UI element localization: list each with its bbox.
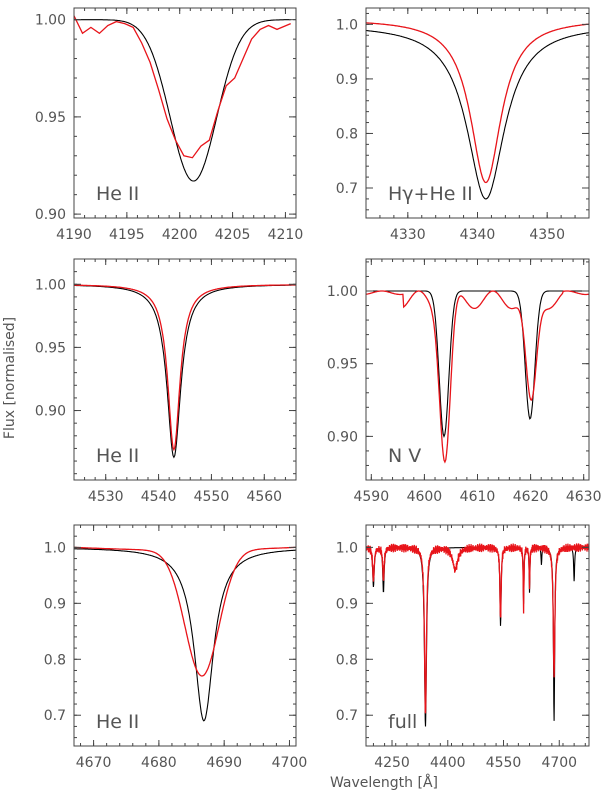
x-tick-label: 4610 [460, 489, 496, 505]
y-tick-label: 0.9 [336, 72, 358, 88]
y-tick-label: 0.7 [336, 708, 358, 724]
panel-label: He II [96, 183, 139, 205]
x-tick-label: 4210 [268, 227, 304, 243]
x-tick-label: 4195 [109, 227, 145, 243]
panel-label: He II [96, 711, 139, 733]
y-tick-label: 1.00 [327, 284, 358, 300]
panel-label: N V [388, 445, 421, 467]
chart-panel-4: 4590 4600 4610 4620 4630 0.90 0.95 1.00 N V [327, 258, 602, 505]
x-tick-label: 4400 [430, 755, 466, 771]
x-tick-label: 4190 [56, 227, 92, 243]
y-tick-label: 0.95 [35, 110, 66, 126]
observed-line-4 [366, 290, 589, 464]
panel-label: He II [96, 445, 139, 467]
x-tick-label: 4550 [194, 489, 230, 505]
y-tick-label: 0.8 [44, 652, 66, 668]
x-tick-label: 4540 [141, 489, 177, 505]
panel-label: full [388, 711, 417, 733]
y-tick-label: 1.0 [44, 540, 66, 556]
x-tick-label: 4590 [353, 489, 389, 505]
y-tick-label: 1.0 [336, 17, 358, 33]
chart-panels: 4190 4195 4200 4205 4210 0.90 0.95 1.00 He II 433… [35, 7, 602, 771]
y-tick-label: 1.0 [336, 540, 358, 556]
model-line-3 [74, 284, 296, 459]
x-tick-label: 4350 [529, 227, 565, 243]
x-tick-label: 4550 [486, 755, 522, 771]
x-tick-label: 4560 [246, 489, 282, 505]
y-tick-label: 0.8 [336, 126, 358, 142]
y-axis-label: Flux [normalised] [2, 317, 18, 439]
y-tick-label: 0.90 [35, 207, 66, 223]
x-tick-label: 4700 [541, 755, 577, 771]
x-tick-label: 4250 [374, 755, 410, 771]
x-tick-label: 4630 [566, 489, 602, 505]
observed-line-3 [74, 284, 296, 452]
x-tick-label: 4700 [272, 755, 308, 771]
y-tick-label: 0.95 [35, 340, 66, 356]
y-tick-label: 0.9 [44, 596, 66, 612]
x-tick-label: 4620 [513, 489, 549, 505]
x-tick-label: 4670 [76, 755, 112, 771]
observed-line-6 [366, 543, 589, 714]
model-line-2 [366, 30, 589, 200]
plot-frame [365, 524, 590, 747]
plot-frame [73, 7, 297, 219]
x-tick-label: 4690 [206, 755, 242, 771]
model-line-5 [74, 548, 296, 722]
x-tick-label: 4340 [460, 227, 496, 243]
x-tick-label: 4200 [162, 227, 198, 243]
x-tick-label: 4530 [88, 489, 124, 505]
chart-panel-6: 4250 4400 4550 4700 0.7 0.8 0.9 1.0 full [336, 524, 590, 771]
observed-line-5 [74, 546, 296, 677]
y-tick-label: 0.90 [35, 404, 66, 420]
model-line-4 [366, 290, 589, 438]
model-line-1 [74, 19, 291, 182]
panel-label: Hγ+He II [388, 183, 473, 205]
observed-line-1 [74, 15, 291, 159]
x-tick-label: 4600 [407, 489, 443, 505]
y-tick-label: 0.9 [336, 596, 358, 612]
chart-panel-2: 4330 4340 4350 0.7 0.8 0.9 1.0 Hγ+He II [336, 7, 590, 243]
x-tick-label: 4205 [215, 227, 251, 243]
chart-panel-1: 4190 4195 4200 4205 4210 0.90 0.95 1.00 He II [35, 7, 304, 243]
y-tick-label: 0.7 [44, 708, 66, 724]
y-tick-label: 0.95 [327, 357, 358, 373]
observed-line-2 [366, 22, 589, 184]
x-tick-label: 4330 [390, 227, 426, 243]
y-tick-label: 0.7 [336, 181, 358, 197]
x-axis-label: Wavelength [Å] [330, 774, 438, 791]
y-tick-label: 0.8 [336, 652, 358, 668]
y-tick-label: 1.00 [35, 277, 66, 293]
y-tick-label: 0.90 [327, 429, 358, 445]
x-tick-label: 4680 [141, 755, 177, 771]
chart-panel-3: 4530 4540 4550 4560 0.90 0.95 1.00 He II [35, 258, 297, 505]
plot-frame [73, 258, 297, 481]
y-tick-label: 1.00 [35, 13, 66, 29]
chart-panel-5: 4670 4680 4690 4700 0.7 0.8 0.9 1.0 He II [44, 524, 308, 771]
